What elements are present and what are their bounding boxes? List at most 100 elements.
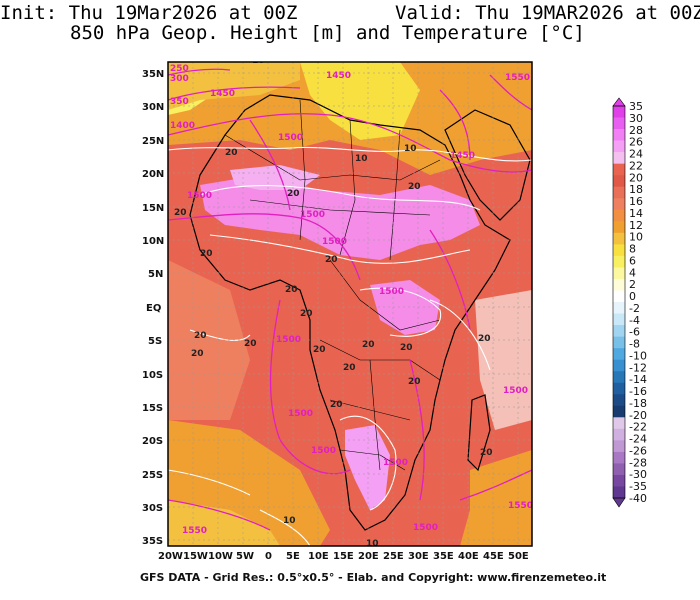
colorbar-tick-label: 20	[629, 171, 643, 184]
colorbar-swatch	[613, 255, 625, 268]
colorbar-tick-label: 35	[629, 100, 643, 113]
map-subtitle: 850 hPa Geop. Height [m] and Temperature…	[70, 22, 585, 44]
colorbar-swatch	[613, 302, 625, 314]
colorbar-swatch	[613, 278, 625, 291]
madagascar-coastline	[467, 394, 491, 472]
colorbar-swatch	[613, 313, 625, 326]
height-label: 250	[170, 64, 189, 74]
temperature-contour-labels: 10 10 10 20 20 20 20 20 20 20 20 20 20 2…	[174, 62, 493, 546]
lat-tick: 20N	[142, 169, 164, 180]
height-label: 300	[170, 74, 189, 84]
colorbar-tick-label: 8	[629, 243, 636, 256]
temp-label: 20	[174, 208, 187, 218]
data-credit-footer: GFS DATA - Grid Res.: 0.5°x0.5° - Elab. …	[140, 571, 607, 584]
colorbar-tick-label: -6	[629, 326, 640, 339]
temp-field-north-yellow	[300, 62, 420, 140]
height-label: 1500	[311, 446, 336, 456]
init-time-label: Init: Thu 19Mar2026 at 00Z	[0, 2, 298, 24]
temp-label: 20	[244, 339, 257, 349]
lat-tick: 15S	[142, 403, 163, 414]
colorbar-min-arrow	[612, 497, 626, 508]
lat-lon-grid	[168, 62, 532, 546]
colorbar-swatch	[613, 394, 625, 407]
lat-tick: 30N	[142, 102, 164, 113]
latitude-axis: 35N 30N 25N 20N 15N 10N 5N EQ 5S 10S 15S…	[142, 69, 164, 547]
height-label: 1500	[288, 409, 313, 419]
lon-tick: 15W	[183, 551, 208, 562]
lon-tick: 10W	[208, 551, 233, 562]
colorbar-tick-label: -8	[629, 338, 640, 351]
colorbar-tick-label: -18	[629, 397, 647, 410]
colorbar-swatch	[613, 232, 625, 245]
height-label: 1550	[505, 73, 530, 83]
colorbar-swatch	[613, 486, 625, 499]
map-panel: 1550 1500 1450 1400 350 300 250 1500 150…	[168, 62, 533, 546]
colorbar-swatch	[613, 129, 625, 141]
colorbar-swatch	[613, 451, 625, 464]
height-label: 1500	[503, 386, 528, 396]
lat-tick: 30S	[142, 503, 163, 514]
colorbar-tick-label: 14	[629, 207, 643, 220]
colorbar-swatch	[613, 244, 625, 257]
temp-field-sahel-pink	[200, 175, 480, 260]
temp-field-east-cool	[475, 290, 532, 430]
temperature-colorbar: 35302826242220181614121086420-2-4-6-8-10…	[612, 97, 647, 508]
temp-label: 20	[408, 182, 421, 192]
colorbar-swatch	[613, 382, 625, 395]
colorbar-swatch	[613, 290, 625, 303]
temperature-contours	[168, 146, 532, 546]
colorbar-tick-label: -26	[629, 444, 647, 457]
colorbar-tick-label: 22	[629, 159, 643, 172]
temp-field-atlantic-yellow	[168, 500, 280, 546]
colorbar-swatch	[613, 198, 625, 211]
colorbar-swatch	[613, 140, 625, 153]
temp-label: 20	[325, 255, 338, 265]
colorbar-tick-label: -28	[629, 456, 647, 469]
temp-label: 20	[285, 285, 298, 295]
height-contour-labels: 1550 1500 1450 1400 350 300 250 1500 150…	[170, 64, 533, 536]
height-label: 1500	[278, 133, 303, 143]
colorbar-tick-label: -12	[629, 361, 647, 374]
height-label: 1450	[450, 151, 475, 161]
lat-tick: 15N	[142, 203, 164, 214]
temp-field-south-pink	[345, 425, 390, 510]
temp-label: 20	[330, 400, 343, 410]
height-label: 1500	[379, 287, 404, 297]
temp-label: 20	[200, 249, 213, 259]
lat-tick: 20S	[142, 436, 163, 447]
colorbar-swatch	[613, 106, 625, 118]
temp-field-sahel-lightpink	[230, 165, 320, 190]
colorbar-swatch	[613, 348, 625, 360]
temp-label: 20	[343, 363, 356, 373]
colorbar-swatch	[613, 359, 625, 372]
colorbar-tick-label: -40	[629, 492, 647, 505]
africa-coastline	[189, 94, 511, 531]
colorbar-tick-label: -4	[629, 314, 640, 327]
colorbar-tick-label: 12	[629, 219, 643, 232]
temp-label: 20	[191, 349, 204, 359]
lon-tick: 5W	[236, 551, 254, 562]
colorbar-tick-label: -16	[629, 385, 647, 398]
height-label: 1550	[508, 501, 533, 511]
colorbar-swatch	[613, 186, 625, 199]
temp-label: 10	[355, 154, 368, 164]
colorbar-swatch	[613, 440, 625, 453]
lat-tick: 35S	[142, 536, 163, 547]
colorbar-swatch	[613, 267, 625, 280]
temp-label: 20	[408, 377, 421, 387]
temp-field-north-coast	[168, 62, 300, 110]
lon-tick: 20W	[158, 551, 183, 562]
lon-tick: 20E	[358, 551, 379, 562]
colorbar-tick-label: 6	[629, 254, 636, 267]
temp-label: 20	[225, 148, 238, 158]
colorbar-frame	[612, 105, 626, 499]
colorbar-tick-label: -10	[629, 349, 647, 362]
lon-tick: 15E	[333, 551, 354, 562]
temp-label: 20	[313, 345, 326, 355]
colorbar-tick-label: -14	[629, 373, 647, 386]
colorbar-swatch	[613, 463, 625, 476]
colorbar-tick-label: 2	[629, 278, 636, 291]
colorbar-tick-label: 16	[629, 195, 643, 208]
colorbar-swatch	[613, 163, 625, 176]
